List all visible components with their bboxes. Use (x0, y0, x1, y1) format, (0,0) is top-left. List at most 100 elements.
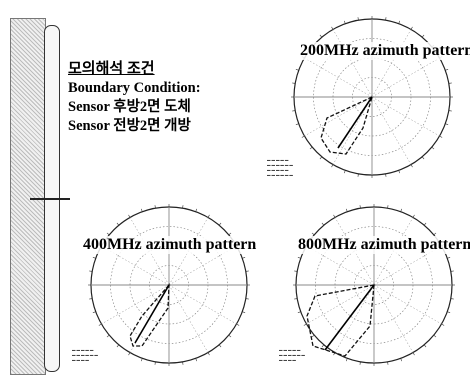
polar-spoke (168, 245, 237, 286)
polar-tick-mark (106, 334, 110, 338)
polar-plot-200mhz: ▬ ▬ ▬ ▬ ▬ ▬ ▬ ▬ ▬ ▬ ▬ ▬ ▬ ▬ ▬ ▬ ▬ ▬ ▬ ▬ ▬ ▬ (267, 8, 461, 186)
polar-tick-mark (294, 270, 298, 272)
polar-tick-mark (431, 146, 435, 150)
polar-spoke (332, 29, 373, 98)
polar-tick-mark (89, 298, 93, 300)
polar-spoke (334, 284, 375, 353)
polar-spoke (371, 96, 412, 165)
polar-tick-mark (301, 135, 305, 138)
azimuth-pattern-trace (129, 283, 170, 347)
polar-tick-mark (333, 214, 336, 218)
polar-tick-mark (218, 222, 222, 226)
polar-tick-mark (228, 334, 232, 338)
polar-tick-mark (385, 173, 387, 177)
polar-tick-mark (116, 222, 120, 226)
polar-tick-mark (410, 26, 413, 30)
polar-tick-mark (242, 311, 246, 313)
sensor-rod-texture (10, 18, 46, 375)
polar-tick-mark (387, 205, 389, 209)
polar-spoke (332, 96, 373, 165)
polar-spoke (371, 29, 412, 98)
polar-tick-mark (311, 334, 315, 338)
polar-tick-mark (321, 344, 325, 348)
polar-tick-mark (245, 298, 249, 300)
polar-tick-mark (400, 358, 402, 362)
polar-tick-mark (297, 311, 301, 313)
polar-tick-mark (433, 232, 437, 236)
polar-tick-mark (421, 156, 425, 160)
polar-spoke (371, 57, 440, 98)
polar-tick-mark (448, 110, 452, 112)
polar-tick-mark (292, 110, 296, 112)
polar-tick-mark (359, 361, 361, 365)
polar-tick-mark (398, 20, 400, 24)
polar-tick-mark (445, 69, 449, 71)
polar-tick-mark (154, 361, 156, 365)
plot-title-200mhz: 200MHz azimuth pattern (300, 42, 470, 60)
polar-tick-mark (141, 358, 143, 362)
polar-tick-mark (311, 232, 315, 236)
polar-tick-mark (141, 208, 143, 212)
polar-tick-mark (128, 352, 131, 356)
polar-tick-mark (195, 208, 197, 212)
polar-tick-mark (387, 361, 389, 365)
polar-tick-mark (359, 205, 361, 209)
polar-tick-mark (207, 214, 210, 218)
sensor-front-condition: Sensor 전방2면 개방 (68, 118, 191, 134)
polar-spoke (168, 284, 209, 353)
polar-plot-800mhz-graphic (293, 204, 455, 366)
polar-tick-mark (294, 298, 298, 300)
pattern-direction-line (134, 284, 170, 344)
polar-spoke (304, 57, 373, 98)
polar-tick-mark (331, 164, 334, 168)
polar-tick-mark (295, 69, 299, 71)
azimuth-pattern-trace (306, 284, 375, 357)
polar-tick-mark (245, 270, 249, 272)
plot-title-800mhz: 800MHz azimuth pattern (298, 236, 470, 254)
polar-tick-mark (92, 311, 96, 313)
polar-tick-mark (433, 334, 437, 338)
polar-tick-mark (292, 82, 296, 84)
azimuth-pattern-trace (320, 95, 374, 155)
polar-spoke (373, 284, 414, 353)
polar-spoke (306, 284, 375, 325)
polar-tick-mark (98, 323, 102, 326)
polar-tick-mark (344, 20, 346, 24)
polar-tick-mark (400, 208, 402, 212)
polar-tick-mark (445, 123, 449, 125)
polar-tick-mark (447, 257, 451, 259)
polar-tick-mark (321, 222, 325, 226)
polar-spoke (306, 245, 375, 286)
plot-legend: ▬ ▬ ▬ ▬ ▬ ▬ ▬ ▬ ▬ ▬ ▬ ▬ ▬ ▬ ▬ (72, 348, 98, 362)
polar-tick-mark (319, 156, 323, 160)
polar-tick-mark (319, 34, 323, 38)
polar-tick-mark (344, 170, 346, 174)
pattern-direction-line (324, 284, 375, 351)
plot-legend: ▬ ▬ ▬ ▬ ▬ ▬ ▬ ▬ ▬ ▬ ▬ ▬ ▬ ▬ ▬ (279, 348, 305, 362)
polar-tick-mark (295, 123, 299, 125)
simulation-conditions: 모의해석 조건 Boundary Condition: Sensor 후방2면 … (68, 60, 201, 136)
conditions-heading: 모의해석 조건 (68, 61, 155, 77)
polar-tick-mark (303, 323, 307, 326)
polar-plot-400mhz-graphic (88, 204, 250, 366)
polar-tick-mark (448, 82, 452, 84)
polar-tick-mark (218, 344, 222, 348)
polar-tick-mark (89, 270, 93, 272)
polar-tick-mark (128, 214, 131, 218)
polar-spoke (371, 96, 440, 137)
polar-plot-400mhz: ▬ ▬ ▬ ▬ ▬ ▬ ▬ ▬ ▬ ▬ ▬ ▬ ▬ ▬ ▬ (72, 196, 258, 374)
polar-tick-mark (423, 222, 427, 226)
polar-tick-mark (450, 298, 454, 300)
plot-legend: ▬ ▬ ▬ ▬ ▬ ▬ ▬ ▬ ▬ ▬ ▬ ▬ ▬ ▬ ▬ ▬ ▬ ▬ ▬ ▬ ▬ ▬ (267, 158, 293, 177)
polar-tick-mark (346, 208, 348, 212)
polar-tick-mark (447, 311, 451, 313)
polar-tick-mark (154, 205, 156, 209)
polar-tick-mark (423, 344, 427, 348)
polar-spoke (101, 284, 170, 325)
polar-tick-mark (421, 34, 425, 38)
polar-tick-mark (116, 344, 120, 348)
polar-spoke (304, 96, 373, 137)
polar-tick-mark (228, 232, 232, 236)
polar-spoke (373, 284, 442, 325)
polar-tick-mark (412, 214, 415, 218)
